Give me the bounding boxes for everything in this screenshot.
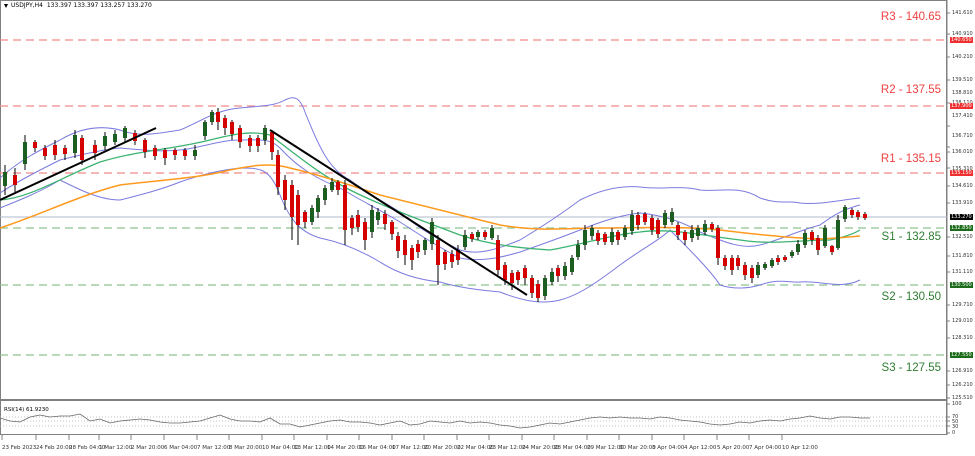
- price-tick: 136.010: [952, 149, 973, 155]
- price-tick: 137.410: [952, 113, 973, 119]
- date-tick: 4 Apr 12:00: [684, 445, 717, 451]
- price-tick: 136.710: [952, 133, 973, 139]
- date-tick: 30 Mar 20:00: [619, 445, 656, 451]
- date-tick: 24 Mar 20:00: [522, 445, 559, 451]
- ohlc-values: 133.397 133.397 133.257 133.270: [46, 2, 152, 9]
- price-tick: 131.110: [952, 269, 973, 275]
- date-tick: 10 Apr 12:00: [782, 445, 818, 451]
- rsi-line: [0, 413, 870, 429]
- r2-label: R2 - 137.55: [880, 84, 941, 96]
- rsi-tick: 30: [952, 424, 959, 430]
- date-tick: 7 Apr 04:00: [749, 445, 782, 451]
- s2-label: S2 - 130.50: [881, 291, 941, 303]
- price-tick: 141.610: [952, 10, 973, 16]
- date-tick: 6 Mar 04:00: [164, 445, 198, 451]
- rsi-tick: 50: [952, 419, 959, 425]
- date-tick: 20 Mar 20:00: [424, 445, 461, 451]
- date-tick: 2 Mar 20:00: [131, 445, 165, 451]
- date-tick: 7 Mar 12:00: [197, 445, 231, 451]
- date-tick: 3 Apr 04:00: [652, 445, 685, 451]
- r1-price-badge: 135.150: [950, 170, 973, 176]
- r1-label: R1 - 135.15: [880, 153, 941, 165]
- symbol-timeframe: USDJPY,H4: [11, 2, 43, 9]
- date-tick: 29 Mar 12:00: [587, 445, 624, 451]
- date-tick: 8 Mar 20:00: [229, 445, 263, 451]
- bollinger-bands: [0, 97, 861, 303]
- date-tick: 23 Mar 12:00: [489, 445, 526, 451]
- price-tick: 134.610: [952, 183, 973, 189]
- date-tick: 28 Mar 04:00: [554, 445, 591, 451]
- price-tick: 132.510: [952, 234, 973, 240]
- price-tick: 131.810: [952, 253, 973, 259]
- s3-price-badge: 127.550: [950, 352, 973, 358]
- date-tick: 1 Mar 12:00: [99, 445, 133, 451]
- resistance-lines: [0, 39, 947, 174]
- date-tick: 23 Feb 2023: [2, 445, 37, 451]
- rsi-title: RSI(14) 61.9230: [4, 407, 49, 413]
- price-tick: 138.810: [952, 90, 973, 96]
- price-tick: 126.210: [952, 382, 973, 388]
- date-tick: 16 Mar 04:00: [359, 445, 396, 451]
- date-tick: 28 Feb 04:00: [69, 445, 106, 451]
- price-tick: 135.310: [952, 166, 973, 172]
- chart-title: USDJPY,H4 133.397 133.397 133.257 133.27…: [4, 2, 152, 9]
- uptrend-line: [0, 127, 157, 201]
- date-tick: 24 Feb 20:00: [36, 445, 73, 451]
- ma-fast: [0, 132, 861, 251]
- downtrend-line: [269, 129, 528, 296]
- price-tick: 139.510: [952, 77, 973, 83]
- r3-price-badge: 140.650: [950, 37, 973, 43]
- current-price-badge: 133.270: [950, 214, 973, 220]
- s3-label: S3 - 127.55: [881, 362, 941, 374]
- rsi-tick: 100: [952, 401, 962, 407]
- date-tick: 10 Mar 04:00: [262, 445, 299, 451]
- rsi-tick: 70: [952, 414, 959, 420]
- s1-price-badge: 132.850: [950, 225, 973, 231]
- price-tick: 140.210: [952, 54, 973, 60]
- price-tick: 126.910: [952, 368, 973, 374]
- price-tick: 129.710: [952, 302, 973, 308]
- price-tick: 128.310: [952, 335, 973, 341]
- candles: [3, 108, 867, 302]
- date-tick: 5 Apr 20:00: [717, 445, 750, 451]
- s2-price-badge: 130.500: [950, 282, 973, 288]
- collapse-triangle-icon[interactable]: [4, 3, 8, 8]
- date-tick: 17 Mar 12:00: [392, 445, 429, 451]
- date-tick: 14 Mar 20:00: [327, 445, 364, 451]
- rsi-panel: [0, 403, 950, 434]
- price-tick: 129.010: [952, 318, 973, 324]
- price-tick: 133.910: [952, 200, 973, 206]
- date-tick: 13 Mar 12:00: [294, 445, 331, 451]
- rsi-tick: 0: [952, 430, 956, 436]
- s1-label: S1 - 132.85: [881, 231, 941, 243]
- date-tick: 22 Mar 04:00: [457, 445, 494, 451]
- support-lines: [0, 227, 947, 356]
- price-tick: 125.510: [952, 395, 973, 401]
- ma-slow: [0, 164, 861, 240]
- r2-price-badge: 137.900: [950, 103, 973, 109]
- r3-label: R3 - 140.65: [880, 11, 941, 23]
- price-tick: 140.910: [952, 31, 973, 37]
